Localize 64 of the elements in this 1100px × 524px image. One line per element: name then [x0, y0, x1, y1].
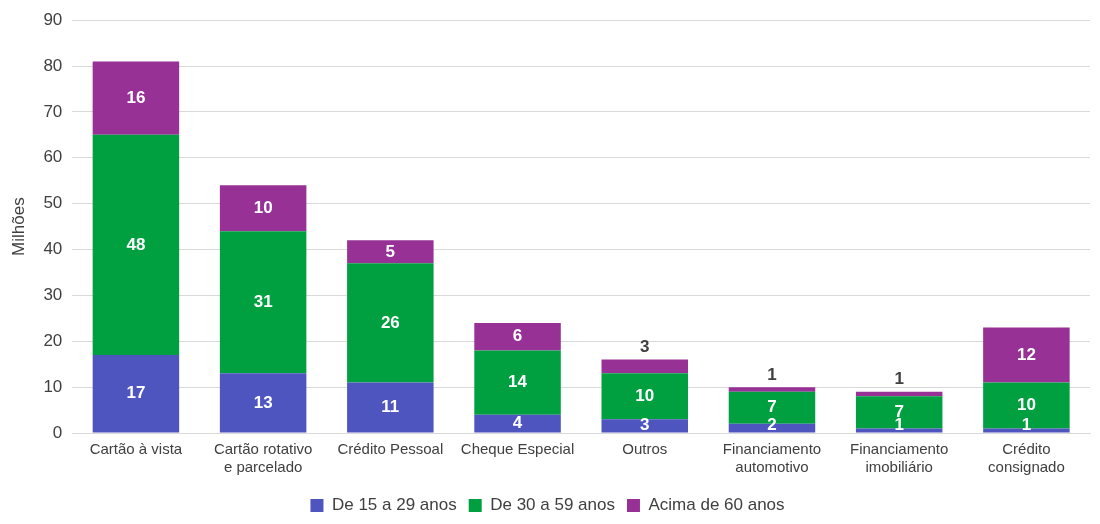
bar — [601, 373, 689, 420]
bar — [92, 61, 180, 135]
x-tick-label: Financiamento automotivo — [722, 440, 822, 476]
x-tick-label: Financiamento imobiliário — [849, 440, 949, 476]
legend-label: Acima de 60 anos — [648, 495, 785, 515]
data-label: 5 — [385, 241, 396, 261]
data-label: 17 — [126, 383, 146, 403]
data-label: 3 — [640, 337, 650, 357]
data-label: 16 — [126, 87, 146, 107]
data-label: 14 — [508, 372, 528, 392]
y-tick-label: 10 — [43, 376, 63, 396]
bar — [219, 185, 307, 232]
x-tick-label: Cartão à vista — [89, 440, 183, 458]
data-label: 10 — [253, 197, 273, 217]
bar — [601, 419, 689, 433]
data-label: 13 — [253, 392, 273, 412]
bar — [855, 396, 943, 429]
data-label: 3 — [640, 415, 650, 435]
bar — [92, 355, 180, 433]
legend-label: De 30 a 59 anos — [490, 495, 615, 515]
y-tick-label: 90 — [43, 9, 63, 29]
data-label: 11 — [381, 397, 400, 417]
data-label: 48 — [126, 234, 146, 254]
data-label: 12 — [1016, 344, 1036, 364]
bar — [983, 428, 1070, 433]
bar — [92, 134, 180, 356]
y-tick-label: 40 — [43, 239, 63, 259]
data-label: 31 — [253, 291, 273, 311]
bar — [728, 387, 816, 392]
bar — [601, 359, 689, 374]
bar — [219, 231, 307, 374]
bar — [347, 240, 434, 264]
x-tick-label: Cheque Especial — [460, 440, 575, 458]
x-tick-label: Crédito Pessoal — [337, 440, 444, 458]
y-axis-title: Milhões — [8, 197, 28, 256]
data-label: 26 — [380, 312, 400, 332]
x-tick-label: Cartão rotativo e parcelado — [213, 440, 313, 476]
bar — [474, 322, 561, 351]
y-tick-label: 60 — [43, 147, 63, 167]
data-label: 7 — [767, 397, 777, 417]
y-tick-label: 80 — [43, 55, 63, 75]
bar — [347, 263, 434, 383]
legend-label: De 15 a 29 anos — [331, 495, 457, 515]
bar — [983, 327, 1070, 383]
y-tick-label: 0 — [52, 422, 63, 442]
bar — [983, 382, 1070, 429]
bar — [855, 428, 943, 433]
data-label: 6 — [512, 326, 523, 346]
y-tick-label: 20 — [43, 330, 63, 350]
data-label: 4 — [512, 413, 523, 433]
x-tick-label: Crédito consignado — [988, 440, 1065, 476]
y-tick-label: 50 — [43, 193, 63, 213]
data-label: 10 — [635, 385, 655, 405]
bar — [474, 414, 561, 433]
x-tick-label: Outros — [622, 440, 668, 458]
data-label: 1 — [1021, 415, 1032, 435]
y-tick-label: 70 — [43, 101, 63, 121]
bar — [347, 382, 434, 433]
data-label: 10 — [1016, 395, 1036, 415]
data-label: 1 — [894, 369, 904, 389]
bar — [219, 373, 307, 433]
data-label: 1 — [767, 364, 777, 384]
bar — [474, 350, 561, 415]
y-tick-label: 30 — [43, 285, 63, 305]
